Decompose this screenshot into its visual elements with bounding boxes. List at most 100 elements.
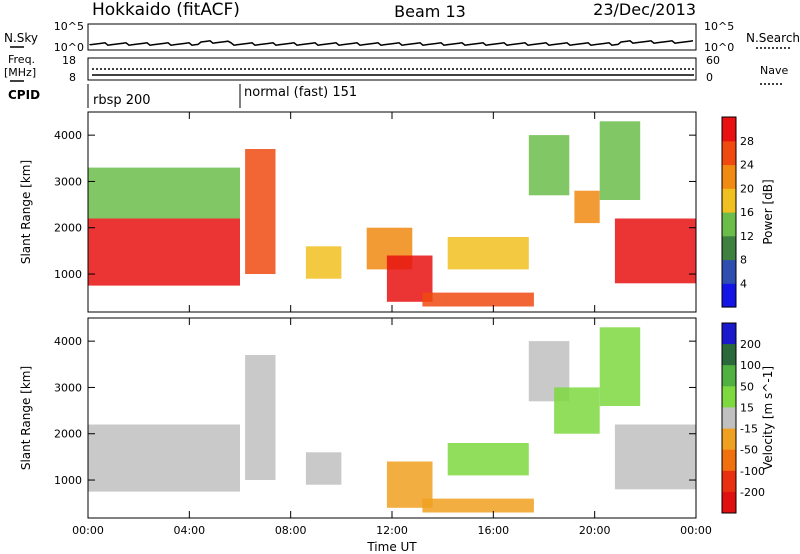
velocity-axes: 1000 2000 3000 4000 00:00 04:00 08:00 12:00 16:0… — [54, 318, 712, 537]
velocity-region-8 — [614, 424, 696, 490]
colorbar-swatch-4 — [722, 188, 736, 213]
colorbar-swatch-0 — [722, 323, 736, 345]
xtick-label-3: 12:00 — [376, 524, 408, 537]
nave-tick-bottom: 0 — [706, 71, 713, 84]
velocity-region-9 — [599, 327, 641, 406]
freq-frame — [87, 57, 697, 81]
power-region-7 — [447, 237, 529, 270]
colorbar-swatch-1 — [722, 344, 736, 366]
colorbar-tick-2: 50 — [740, 380, 754, 393]
colorbar-swatch-3 — [722, 386, 736, 408]
colorbar-swatch-8 — [722, 491, 736, 514]
colorbar-tick-0: 4 — [740, 277, 747, 290]
date-title: 23/Dec/2013 — [593, 0, 696, 19]
velocity-region-1 — [245, 355, 276, 480]
power-colorbar-label: Power [dB] — [761, 179, 775, 244]
nsky-tick-bottom: 10^0 — [54, 41, 84, 54]
power-region-11 — [599, 121, 641, 200]
freq-panel: Freq. [MHz] 18 8 60 0 Nave — [4, 53, 788, 85]
colorbar-swatch-7 — [722, 470, 736, 493]
ytick-label-3: 4000 — [54, 129, 82, 142]
nsky-trace — [89, 40, 694, 46]
colorbar-tick-1: 100 — [740, 359, 761, 372]
xtick-label-4: 16:00 — [477, 524, 509, 537]
power-axes: 1000 2000 3000 4000 — [54, 112, 697, 312]
colorbar-tick-0: 200 — [740, 338, 761, 351]
ytick-label-3: 4000 — [54, 335, 82, 348]
colorbar-tick-1: 8 — [740, 254, 747, 267]
colorbar-tick-4: -15 — [740, 423, 758, 436]
colorbar-tick-5: -50 — [740, 444, 758, 457]
nave-tick-top: 60 — [706, 54, 720, 67]
nsearch-tick-top: 10^5 — [704, 20, 734, 33]
cpid-label: CPID — [8, 88, 40, 102]
velocity-data-layer — [88, 327, 696, 513]
power-panel: 1000 2000 3000 4000 Slant Range [km] 4 8 12 16… — [19, 111, 775, 313]
colorbar-swatch-5 — [722, 428, 736, 451]
ytick-label-2: 3000 — [54, 381, 82, 394]
colorbar-frame — [721, 322, 737, 514]
velocity-region-5 — [447, 443, 529, 476]
freq-tick-top: 18 — [62, 54, 76, 67]
velocity-xlabel: Time UT — [366, 540, 417, 554]
colorbar-swatch-2 — [722, 235, 736, 261]
xtick-label-6: 00:00 — [680, 524, 712, 537]
xtick-label-2: 08:00 — [275, 524, 307, 537]
ytick-label-1: 2000 — [54, 222, 82, 235]
freq-unit: [MHz] — [4, 66, 36, 79]
station-title: Hokkaido (fitACF) — [92, 0, 240, 20]
colorbar-swatch-7 — [722, 117, 736, 142]
nsky-panel: N.Sky 10^5 10^0 10^5 10^0 N.Search — [4, 20, 800, 54]
cpid-segment-1: rbsp 200 — [93, 93, 151, 108]
colorbar-swatch-4 — [722, 407, 736, 429]
velocity-region-2 — [305, 452, 342, 485]
ytick-label-1: 2000 — [54, 428, 82, 441]
xtick-label-5: 20:00 — [579, 524, 611, 537]
colorbar-swatch-3 — [722, 212, 736, 237]
power-region-8 — [528, 135, 570, 196]
power-ylabel: Slant Range [km] — [19, 160, 33, 264]
velocity-region-7 — [554, 387, 600, 434]
power-colorbar: 4 8 12 16 20 24 28 — [721, 116, 754, 308]
colorbar-swatch-2 — [722, 365, 736, 387]
colorbar-tick-2: 12 — [740, 230, 754, 243]
power-region-3 — [305, 246, 342, 279]
velocity-colorbar-label: Velocity [m s^-1] — [761, 366, 775, 470]
power-region-1 — [88, 167, 240, 219]
power-region-6 — [422, 292, 534, 307]
nsky-frame — [87, 23, 697, 51]
nsky-label: N.Sky — [4, 31, 38, 45]
colorbar-tick-3: 15 — [740, 401, 754, 414]
velocity-ylabel: Slant Range [km] — [19, 366, 33, 470]
cpid-segment-2: normal (fast) 151 — [244, 85, 357, 100]
colorbar-tick-7: -200 — [740, 486, 765, 499]
cpid-panel: CPID rbsp 200 normal (fast) 151 — [8, 84, 357, 108]
freq-label: Freq. — [8, 53, 35, 66]
power-region-0 — [88, 218, 240, 286]
power-region-9 — [574, 190, 600, 224]
velocity-region-4 — [422, 498, 534, 513]
colorbar-tick-4: 20 — [740, 182, 754, 195]
colorbar-swatch-5 — [722, 164, 736, 189]
power-data-layer — [88, 121, 696, 307]
nsearch-label: N.Search — [746, 31, 800, 45]
velocity-region-0 — [88, 424, 240, 492]
ytick-label-0: 1000 — [54, 474, 82, 487]
power-region-2 — [245, 149, 276, 274]
ytick-label-0: 1000 — [54, 268, 82, 281]
colorbar-swatch-1 — [722, 259, 736, 284]
colorbar-tick-3: 16 — [740, 206, 754, 219]
colorbar-swatch-0 — [722, 283, 736, 308]
xtick-label-1: 04:00 — [173, 524, 205, 537]
ytick-label-2: 3000 — [54, 175, 82, 188]
nsearch-tick-bottom: 10^0 — [704, 41, 734, 54]
power-region-10 — [614, 218, 696, 284]
colorbar-tick-6: 28 — [740, 135, 754, 148]
xtick-label-0: 00:00 — [72, 524, 104, 537]
colorbar-swatch-6 — [722, 449, 736, 472]
colorbar-swatch-6 — [722, 140, 736, 166]
nave-label: Nave — [760, 64, 788, 77]
velocity-panel: 1000 2000 3000 4000 00:00 04:00 08:00 12:00 16:0… — [19, 317, 775, 554]
colorbar-tick-6: -100 — [740, 465, 765, 478]
